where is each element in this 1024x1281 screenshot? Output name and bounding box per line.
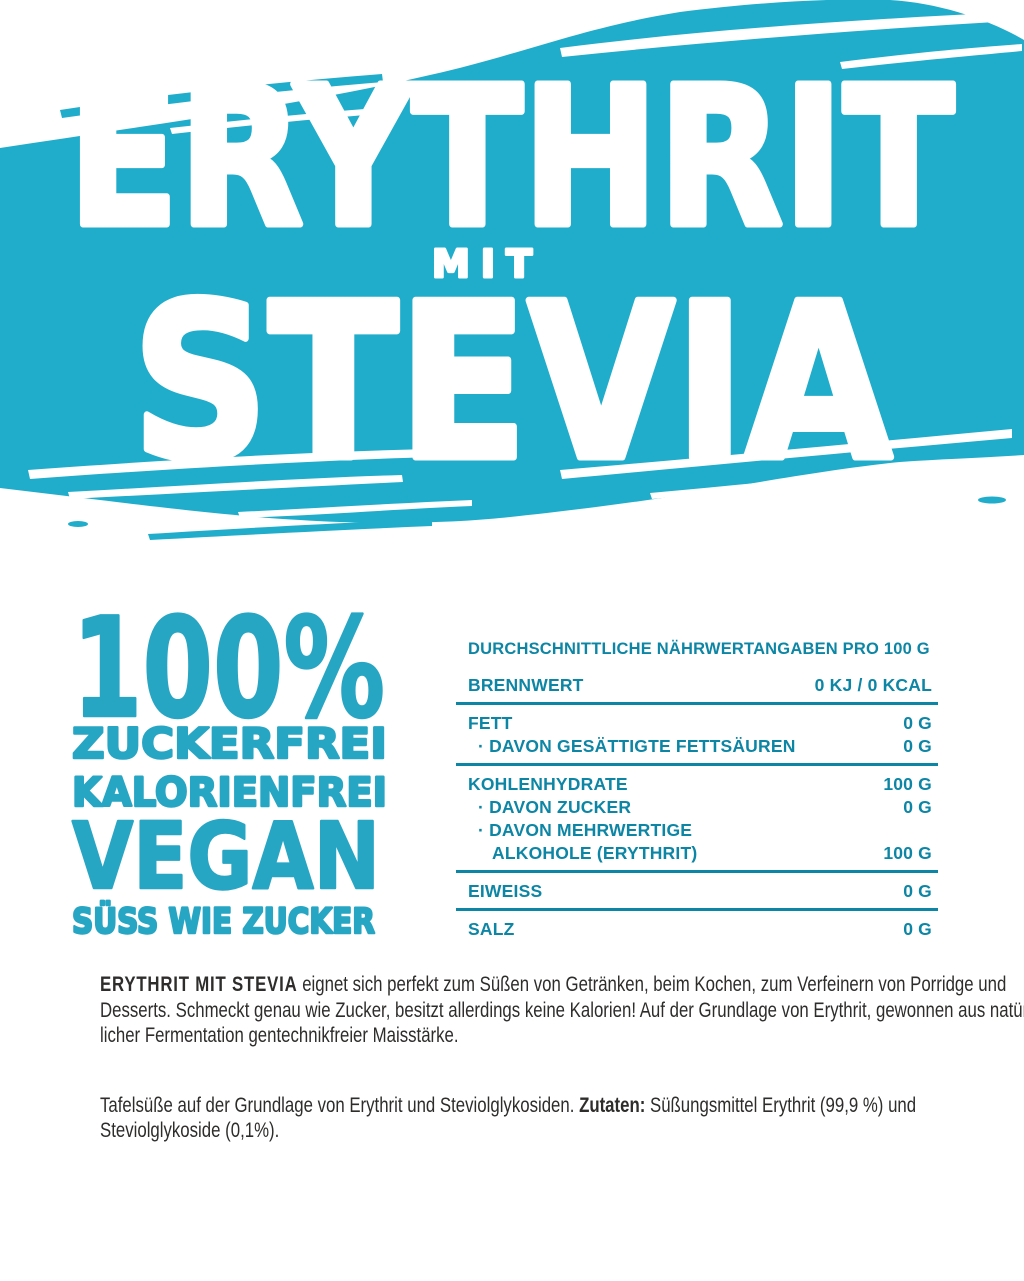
nutrition-row-fett: FETT 0 G [456,712,938,735]
brush-gap-bottom-right-1 [560,429,1012,479]
nutrition-value: 0 G [903,713,932,733]
ingredients-text-pre: Tafelsüße auf der Grundlage von Erythrit… [100,1093,580,1117]
brush-blob-shape [0,0,1024,523]
nutrition-label: SALZ [468,919,515,939]
ingredients-line-1: Tafelsüße auf der Grundlage von Erythrit… [100,1093,996,1119]
ingredients-text-post: Süßungsmittel Erythrit (99,9 %) und [645,1093,917,1117]
brush-speck [978,496,1006,504]
brush-gap-bottom-right-2 [650,456,1016,499]
brush-speck [68,521,88,527]
nutrition-label: EIWEISS [468,881,543,901]
description-line-1: ERYTHRIT MIT STEVIA eignet sich perfekt … [100,972,1006,998]
nutrition-label: ALKOHOLE (ERYTHRIT) [492,843,698,863]
brush-gap-top-right-2 [840,44,1022,69]
claim-zuckerfrei: ZUCKERFREI [72,719,387,768]
claim-kalorienfrei: KALORIENFREI [72,770,387,816]
banner-title-line3: STEVIA [132,257,892,508]
brush-gap-bottom-left-2 [68,475,403,499]
nutrition-label: · DAVON GESÄTTIGTE FETTSÄUREN [478,736,796,756]
nutrition-value: 0 KJ / 0 KCAL [814,675,932,695]
nutrition-row-kohlenhydrate: KOHLENHYDRATE 100 G [456,773,938,796]
nutrition-value: 0 G [903,797,932,817]
brush-streak-top-left [60,74,383,118]
description-text: eignet sich perfekt zum Süßen von Geträn… [297,973,1007,996]
description-line-2: Desserts. Schmeckt genau wie Zucker, bes… [100,998,1024,1022]
nutrition-table-header: DURCHSCHNITTLICHE NÄHRWERTANGABEN PRO 10… [468,640,930,658]
brush-gap-top-right-1 [560,12,1012,57]
nutrition-row-davon-zucker: · DAVON ZUCKER 0 G [456,796,938,819]
bottom-text: ERYTHRIT MIT STEVIA eignet sich perfekt … [100,972,1024,1144]
nutrition-value: 100 G [883,843,932,863]
nutrition-group-fat: FETT 0 G · DAVON GESÄTTIGTE FETTSÄUREN 0… [456,710,938,766]
banner: ERYTHRIT MIT STEVIA [0,0,1024,560]
nutrition-row-gesaettigte-fettsaeuren: · DAVON GESÄTTIGTE FETTSÄUREN 0 G [456,735,938,758]
zutaten-label: Zutaten: [579,1093,646,1117]
product-description: ERYTHRIT MIT STEVIA eignet sich perfekt … [100,972,1024,1049]
nutrition-label: BRENNWERT [468,675,584,695]
nutrition-label: FETT [468,713,513,733]
claim-100-percent: 100% [72,588,385,749]
nutrition-value: 0 G [903,919,932,939]
brush-gap-bottom-left-3 [238,500,472,518]
brush-stroke-background: ERYTHRIT MIT STEVIA [0,0,1024,540]
nutrition-label: · DAVON MEHRWERTIGE [478,820,693,840]
ingredients-statement: Tafelsüße auf der Grundlage von Erythrit… [100,1093,996,1144]
nutrition-value: 100 G [883,774,932,794]
nutrition-label: KOHLENHYDRATE [468,774,628,794]
brush-gap-top-left [170,107,392,134]
nutrition-group-carbs: KOHLENHYDRATE 100 G · DAVON ZUCKER 0 G ·… [456,771,938,873]
ingredients-line-2: Steviolglykoside (0,1%). [100,1119,280,1142]
nutrition-value: 0 G [903,736,932,756]
nutrition-value: 0 G [903,881,932,901]
nutrition-row-davon-mehrwertige: · DAVON MEHRWERTIGE [456,819,938,842]
claim-vegan: VEGAN [72,803,380,910]
claim-suess-wie-zucker: SÜSS WIE ZUCKER [72,900,375,942]
description-line-3: licher Fermentation gentechnikfreier Mai… [100,1024,459,1047]
nutrition-table: DURCHSCHNITTLICHE NÄHRWERTANGABEN PRO 10… [456,640,938,951]
banner-title-line2: MIT [432,242,532,286]
banner-title-line1: ERYTHRIT [68,47,954,270]
nutrition-row-brennwert: BRENNWERT 0 KJ / 0 KCAL [456,674,938,697]
claims-block: 100% ZUCKERFREI KALORIENFREI VEGAN SÜSS … [71,587,394,945]
nutrition-label: · DAVON ZUCKER [478,797,632,817]
nutrition-group-protein: EIWEISS 0 G [456,878,938,911]
nutrition-group-salt: SALZ 0 G [456,916,938,946]
nutrition-group-energy: BRENNWERT 0 KJ / 0 KCAL [456,672,938,705]
nutrition-row-salz: SALZ 0 G [456,918,938,941]
nutrition-row-alkohole-erythrit: ALKOHOLE (ERYTHRIT) 100 G [456,842,938,865]
brush-gap-bottom-left-1 [28,449,433,479]
nutrition-row-eiweiss: EIWEISS 0 G [456,880,938,903]
description-lead: ERYTHRIT MIT STEVIA [100,973,298,996]
brush-streak-bottom-left [148,519,432,540]
